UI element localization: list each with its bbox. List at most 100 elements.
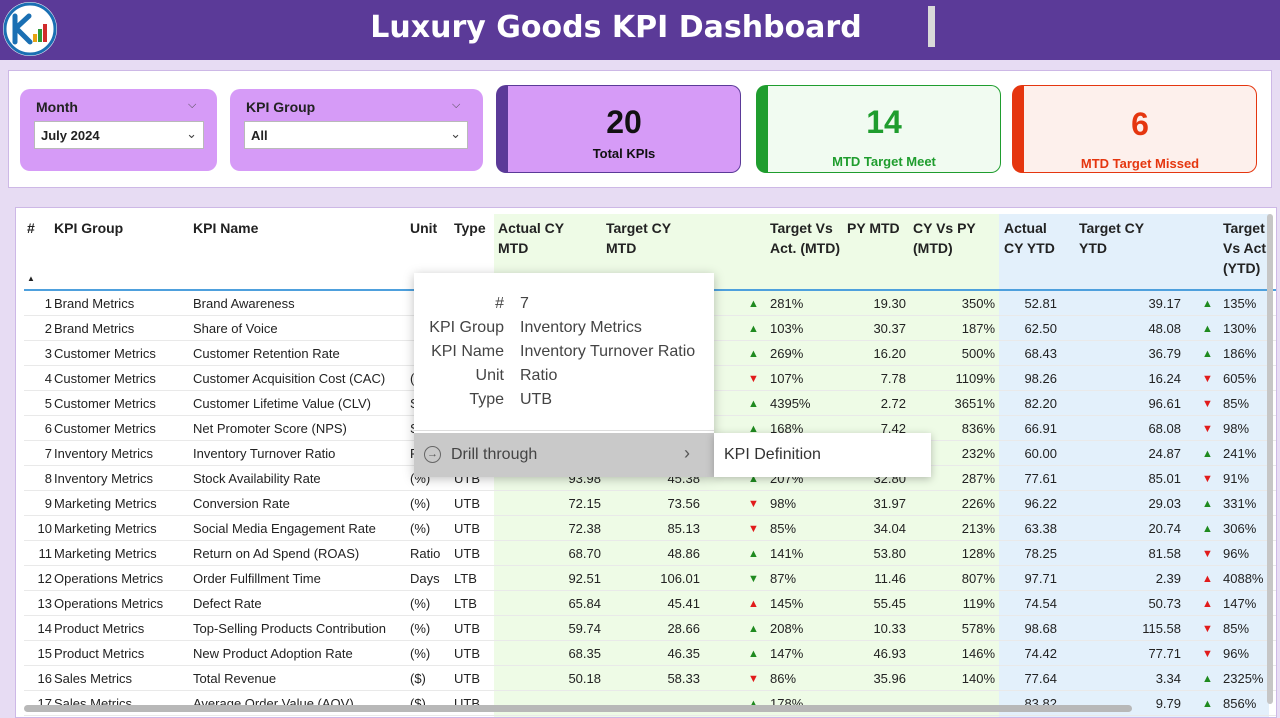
kpi-definition-menu-item[interactable]: KPI Definition xyxy=(724,446,821,463)
cell-target-vs-act-mtd: 86% xyxy=(770,671,797,686)
cell-kpi-name: Brand Awareness xyxy=(193,296,295,311)
cell-py-mtd: 10.33 xyxy=(873,621,906,636)
table-row[interactable]: 15 Product Metrics New Product Adoption Ra… xyxy=(24,641,1276,666)
trend-arrow-icon: ▼ xyxy=(1202,623,1213,635)
cell-actual-cy-ytd: 78.25 xyxy=(1024,546,1057,561)
table-row[interactable]: 13 Operations Metrics Defect Rate (%) LTB 65.… xyxy=(24,591,1276,616)
cell-target-cy-mtd: 45.41 xyxy=(667,596,700,611)
chevron-down-icon[interactable]: ⌄ xyxy=(186,126,197,141)
col-header-cy-vs-py-mtd[interactable]: CY Vs PY (MTD) xyxy=(913,220,976,256)
chevron-down-icon[interactable]: ⌵ xyxy=(188,99,197,111)
cell-actual-cy-mtd: 65.84 xyxy=(568,596,601,611)
cell-cy-vs-py-mtd: 187% xyxy=(961,321,995,336)
cell-target-vs-act-mtd: 208% xyxy=(770,621,804,636)
trend-arrow-icon: ▲ xyxy=(1202,573,1213,585)
cell-kpi-name: Inventory Turnover Ratio xyxy=(193,446,336,461)
chevron-down-icon[interactable]: ⌵ xyxy=(452,99,461,111)
vertical-scrollbar[interactable] xyxy=(1267,214,1273,704)
tooltip-field: #7 xyxy=(414,295,714,319)
cell-num: 16 xyxy=(37,671,52,686)
kpi-group-slicer-label: KPI Group xyxy=(246,99,316,115)
cell-target-vs-act-ytd: 4088% xyxy=(1223,571,1264,586)
trend-arrow-icon: ▲ xyxy=(1202,498,1213,510)
table-row[interactable]: 16 Sales Metrics Total Revenue ($) UTB 50.18 5… xyxy=(24,666,1276,691)
trend-arrow-icon: ▲ xyxy=(748,598,759,610)
cell-cy-vs-py-mtd: 1109% xyxy=(955,371,995,386)
drill-through-submenu[interactable]: KPI Definition xyxy=(714,433,931,477)
col-header-py-mtd[interactable]: PY MTD xyxy=(847,220,900,236)
col-header-num[interactable]: # xyxy=(27,220,35,236)
col-header-target-cy-ytd[interactable]: Target CY YTD xyxy=(1079,220,1144,256)
table-row[interactable]: 17 Sales Metrics Average Order Value (AOV)… xyxy=(24,691,1276,716)
cell-num: 4 xyxy=(44,371,52,386)
cell-actual-cy-ytd: 74.54 xyxy=(1024,596,1057,611)
cell-num: 7 xyxy=(44,446,52,461)
table-row[interactable]: 11 Marketing Metrics Return on Ad Spend (R… xyxy=(24,541,1276,566)
tooltip-field: Unit Ratio xyxy=(414,367,714,391)
trend-arrow-icon: ▲ xyxy=(748,648,759,660)
cell-unit: (%) xyxy=(410,596,431,611)
trend-arrow-icon: ▲ xyxy=(1202,448,1213,460)
cell-target-cy-mtd: 28.66 xyxy=(667,621,700,636)
col-header-kpi-name[interactable]: KPI Name xyxy=(193,220,259,236)
col-header-kpi-group[interactable]: KPI Group xyxy=(54,220,124,236)
col-header-target-vs-act-mtd[interactable]: Target Vs Act. (MTD) xyxy=(770,220,840,256)
cell-cy-vs-py-mtd: 287% xyxy=(961,471,995,486)
tooltip-field-value: UTB xyxy=(520,391,552,408)
tooltip-field-key: Unit xyxy=(475,367,504,384)
trend-arrow-icon: ▲ xyxy=(748,548,759,560)
horizontal-scrollbar[interactable] xyxy=(24,705,1132,712)
tooltip-divider xyxy=(414,430,714,431)
table-row[interactable]: 12 Operations Metrics Order Fulfillment Ti… xyxy=(24,566,1276,591)
cell-py-mtd: 16.20 xyxy=(873,346,906,361)
cell-cy-vs-py-mtd: 146% xyxy=(961,646,995,661)
cell-actual-cy-ytd: 82.20 xyxy=(1024,396,1057,411)
trend-arrow-icon: ▼ xyxy=(1202,548,1213,560)
col-header-type[interactable]: Type xyxy=(454,220,486,236)
col-header-target-vs-act-ytd[interactable]: Target Vs Act. (YTD) xyxy=(1223,220,1270,276)
drill-through-menu-item[interactable]: → Drill through › xyxy=(414,433,714,477)
cell-kpi-group: Marketing Metrics xyxy=(54,521,157,536)
cell-unit: (%) xyxy=(410,646,431,661)
col-header-actual-cy-mtd[interactable]: Actual CY MTD xyxy=(498,220,564,256)
cell-py-mtd: 2.72 xyxy=(880,396,906,411)
cell-cy-vs-py-mtd: 128% xyxy=(961,546,995,561)
kpi-group-dropdown[interactable]: All ⌄ xyxy=(244,121,468,149)
cell-kpi-group: Customer Metrics xyxy=(54,421,156,436)
kpi-logo-icon xyxy=(3,2,57,56)
cell-kpi-group: Marketing Metrics xyxy=(54,496,157,511)
cell-target-cy-ytd: 81.58 xyxy=(1148,546,1181,561)
cell-target-cy-ytd: 20.74 xyxy=(1148,521,1181,536)
col-header-unit[interactable]: Unit xyxy=(410,220,438,236)
row-tooltip: #7 KPI Group Inventory Metrics KPI Name Inve… xyxy=(414,273,714,477)
cell-kpi-name: Customer Lifetime Value (CLV) xyxy=(193,396,371,411)
table-row[interactable]: 14 Product Metrics Top-Selling Products Co… xyxy=(24,616,1276,641)
cell-num: 15 xyxy=(37,646,52,661)
cell-num: 11 xyxy=(38,546,53,561)
table-row[interactable]: 6 Customer Metrics Net Promoter Score (NPS… xyxy=(24,416,1276,441)
cell-cy-vs-py-mtd: 500% xyxy=(961,346,995,361)
cell-target-cy-ytd: 2.39 xyxy=(1155,571,1181,586)
month-dropdown[interactable]: July 2024 ⌄ xyxy=(34,121,204,149)
cell-actual-cy-ytd: 77.61 xyxy=(1024,471,1057,486)
col-header-actual-cy-ytd[interactable]: Actual CY YTD xyxy=(1004,220,1055,256)
trend-arrow-icon: ▲ xyxy=(748,398,759,410)
sort-ascending-icon[interactable]: ▲ xyxy=(27,274,35,283)
chevron-down-icon[interactable]: ⌄ xyxy=(450,126,461,141)
cell-target-vs-act-ytd: 856% xyxy=(1223,696,1257,711)
cell-cy-vs-py-mtd: 807% xyxy=(961,571,995,586)
cell-target-vs-act-ytd: 91% xyxy=(1223,471,1250,486)
cell-actual-cy-ytd: 68.43 xyxy=(1024,346,1057,361)
cell-py-mtd: 46.93 xyxy=(873,646,906,661)
col-header-target-cy-mtd[interactable]: Target CY MTD xyxy=(606,220,671,256)
trend-arrow-icon: ▼ xyxy=(748,498,759,510)
table-row[interactable]: 10 Marketing Metrics Social Media Engageme… xyxy=(24,516,1276,541)
table-row[interactable]: 9 Marketing Metrics Conversion Rate (%) UTB 7… xyxy=(24,491,1276,516)
cell-target-cy-ytd: 115.58 xyxy=(1142,621,1181,636)
cell-cy-vs-py-mtd: 213% xyxy=(961,521,995,536)
cell-unit: (%) xyxy=(410,521,431,536)
cell-target-cy-ytd: 16.24 xyxy=(1148,371,1181,386)
cell-num: 2 xyxy=(44,321,52,336)
cell-target-vs-act-mtd: 85% xyxy=(770,521,797,536)
cell-py-mtd: 35.96 xyxy=(873,671,906,686)
